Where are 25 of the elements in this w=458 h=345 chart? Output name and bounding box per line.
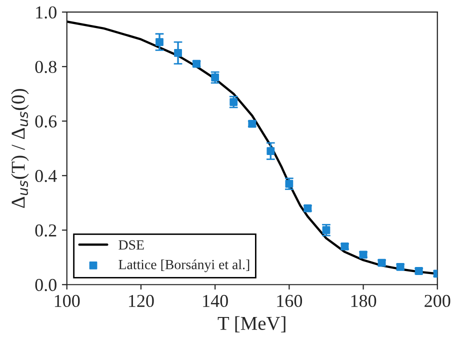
y-tick-label: 0.6 [35,115,57,128]
point [322,226,330,234]
point [211,74,220,82]
point [396,262,404,271]
y-tick-label: 0.8 [35,60,56,74]
x-tick-label: 160 [277,294,302,308]
y-tick-label: 0.4 [35,170,57,182]
y-tick-label: 0.2 [35,224,56,237]
y-tick-label: 1.0 [36,6,56,19]
y-tick-label: 0.0 [35,278,56,292]
point [156,38,164,46]
x-tick-label: 120 [129,294,154,308]
x-tick-label: 180 [351,294,376,308]
y-axis-title: Δ$_{us}$(T) / Δ$_{us}$(0) [11,88,29,208]
point [285,180,294,188]
x-tick-label: 140 [203,294,228,308]
point [174,49,182,57]
x-axis-title: T [MeV] [218,316,286,332]
point [266,147,275,156]
point [230,98,238,106]
point [340,242,349,250]
legend-label: DSE [118,240,144,250]
legend-label: Lattice [Borsányi et al.] [118,259,250,272]
x-tick-label: 100 [54,294,80,308]
x-tick-label: 200 [424,294,450,308]
